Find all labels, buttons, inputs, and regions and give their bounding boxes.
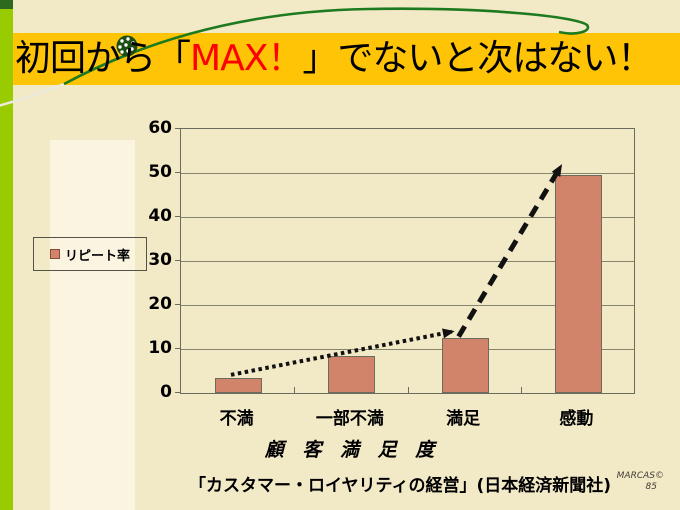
y-axis-tick-mark (175, 391, 180, 393)
left-green-strip (0, 0, 13, 510)
plot-area (180, 128, 635, 394)
x-axis-title: 顧 客 満 足 度 (264, 439, 441, 461)
credit-number: 85 (645, 482, 657, 492)
title-post: 」でないと次はない！ (302, 38, 653, 79)
category-label-一部不満: 一部不満 (315, 409, 384, 429)
legend-swatch (49, 249, 60, 259)
credit-block: MARCAS© 85 (608, 471, 664, 493)
title-highlight: MAX！ (190, 38, 303, 79)
gridline-40 (181, 216, 634, 218)
y-axis-tick-mark (175, 347, 180, 349)
y-axis-tick-mark (175, 127, 180, 129)
y-axis-tick-mark (175, 215, 180, 217)
y-axis-tick-label-40: 40 (148, 206, 172, 226)
title-pre: 初回から「 (15, 38, 191, 79)
chart-legend: リピート率 (33, 237, 147, 271)
gridline-20 (181, 304, 634, 306)
bar-一部不満 (328, 355, 376, 393)
x-axis-tick-mark (520, 387, 522, 393)
y-axis-tick-label-10: 10 (148, 338, 172, 358)
y-axis-tick-label-20: 20 (148, 294, 172, 314)
category-label-不満: 不満 (219, 409, 254, 429)
y-axis-tick-mark (175, 303, 180, 305)
bar-感動 (554, 175, 602, 393)
gridline-50 (181, 172, 634, 174)
credit-marcas: MARCAS© (616, 471, 664, 481)
gridline-30 (181, 260, 634, 262)
background-light-band (50, 140, 135, 510)
y-axis-tick-label-30: 30 (148, 250, 172, 270)
x-axis-tick-mark (407, 387, 409, 393)
left-strip-dark-cap (0, 0, 13, 9)
source-caption: 「カスタマー・ロイヤリティの経営」(日本経済新聞社) (188, 476, 611, 496)
x-axis-tick-mark (294, 387, 296, 393)
y-axis-tick-label-60: 60 (148, 118, 172, 138)
legend-label: リピート率 (64, 248, 130, 264)
bar-満足 (441, 338, 489, 393)
y-axis-tick-label-50: 50 (148, 162, 172, 182)
bar-不満 (215, 377, 263, 393)
y-axis-tick-mark (175, 259, 180, 261)
category-label-感動: 感動 (559, 409, 594, 429)
y-axis-tick-label-0: 0 (160, 382, 172, 402)
slide-title: 初回から「MAX！」でないと次はない！ (15, 33, 679, 85)
category-label-満足: 満足 (446, 409, 481, 429)
y-axis-tick-mark (175, 171, 180, 173)
